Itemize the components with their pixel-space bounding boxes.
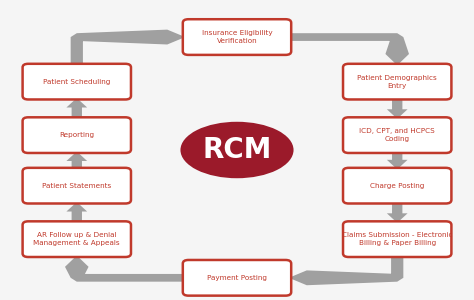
Polygon shape — [66, 202, 87, 223]
Polygon shape — [387, 152, 408, 169]
Text: Patient Scheduling: Patient Scheduling — [43, 79, 110, 85]
Polygon shape — [65, 256, 185, 282]
FancyBboxPatch shape — [183, 260, 291, 296]
Polygon shape — [289, 256, 403, 285]
Polygon shape — [71, 30, 185, 65]
Text: AR Follow up & Denial
Management & Appeals: AR Follow up & Denial Management & Appea… — [34, 232, 120, 246]
Polygon shape — [289, 33, 409, 65]
FancyBboxPatch shape — [183, 19, 291, 55]
Text: RCM: RCM — [202, 136, 272, 164]
FancyBboxPatch shape — [343, 221, 451, 257]
Text: Charge Posting: Charge Posting — [370, 183, 424, 189]
FancyBboxPatch shape — [23, 168, 131, 203]
FancyBboxPatch shape — [343, 64, 451, 100]
Polygon shape — [66, 98, 87, 119]
FancyBboxPatch shape — [23, 117, 131, 153]
Text: Claims Submission - Electronic
Billing & Paper Billing: Claims Submission - Electronic Billing &… — [342, 232, 453, 246]
FancyBboxPatch shape — [23, 221, 131, 257]
Polygon shape — [387, 98, 408, 119]
Text: Reporting: Reporting — [59, 132, 94, 138]
Polygon shape — [66, 152, 87, 169]
Polygon shape — [387, 202, 408, 223]
FancyBboxPatch shape — [343, 168, 451, 203]
FancyBboxPatch shape — [343, 117, 451, 153]
Ellipse shape — [181, 122, 293, 178]
FancyBboxPatch shape — [23, 64, 131, 100]
Text: Patient Statements: Patient Statements — [42, 183, 111, 189]
Text: Insurance Eligibility
Verification: Insurance Eligibility Verification — [202, 30, 272, 44]
Text: Payment Posting: Payment Posting — [207, 275, 267, 281]
Text: ICD, CPT, and HCPCS
Coding: ICD, CPT, and HCPCS Coding — [359, 128, 435, 142]
Text: Patient Demographics
Entry: Patient Demographics Entry — [357, 75, 437, 88]
